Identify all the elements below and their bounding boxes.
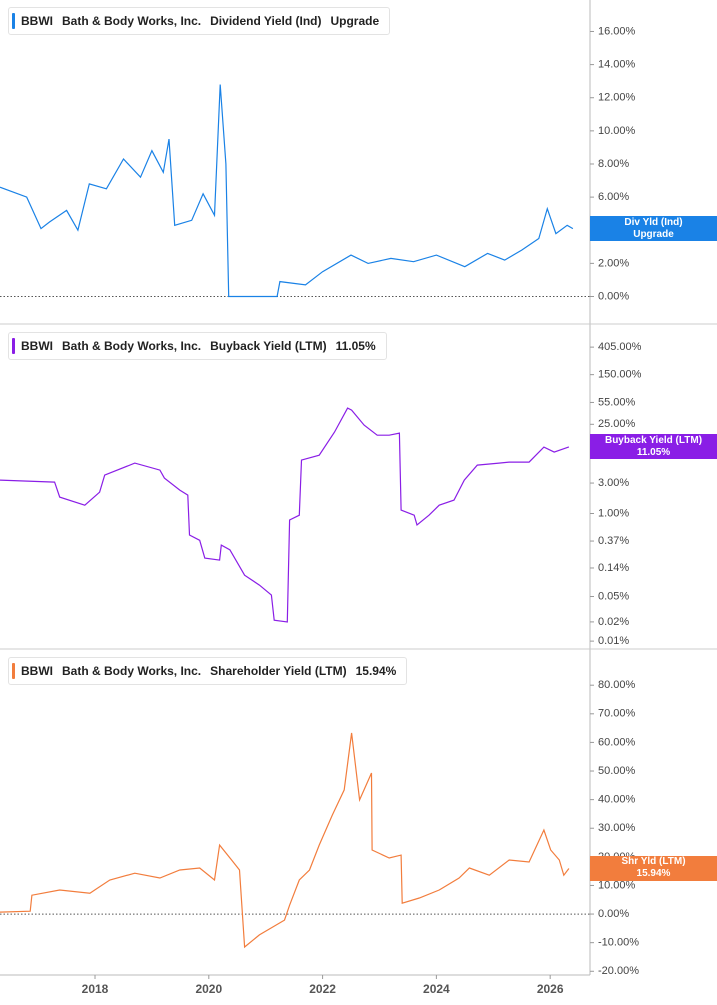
metric-value: 11.05% [335,339,376,353]
data-line [0,84,574,298]
y-tick-label: 0.14% [598,562,629,574]
x-tick-label: 2026 [537,982,564,996]
data-line [0,732,570,949]
y-tick-label: 0.05% [598,590,629,602]
x-tick-label: 2024 [423,982,450,996]
last-value-badge: Div Yld (Ind) Upgrade [590,216,717,242]
y-tick-label: 8.00% [598,158,629,170]
header-color-bar [12,13,15,29]
metric-name: Dividend Yield (Ind) [210,14,322,28]
metric-value: 15.94% [355,664,397,678]
metric-value: Upgrade [330,14,380,28]
badge-value: 15.94% [636,868,671,880]
y-tick-label: 3.00% [598,477,629,489]
y-tick-label: 25.00% [598,418,636,430]
series-header: BBWI Bath & Body Works, Inc. Dividend Yiel… [8,7,391,35]
ticker: BBWI [21,664,53,678]
badge-value: 11.05% [636,446,671,458]
y-tick-label: 6.00% [598,191,629,203]
y-tick-label: 2.00% [598,257,629,269]
x-tick-label: 2018 [82,982,109,996]
badge-name: Shr Yld (LTM) [621,856,686,868]
y-tick-label: 70.00% [598,708,636,720]
ticker: BBWI [21,339,53,353]
y-tick-label: 0.00% [598,290,629,302]
y-tick-label: 55.00% [598,396,636,408]
y-tick-label: 14.00% [598,59,636,71]
series-header: BBWI Bath & Body Works, Inc. Shareholder Y… [8,657,408,685]
header-color-bar [12,663,15,679]
metric-name: Shareholder Yield (LTM) [210,664,347,678]
y-tick-label: -20.00% [598,965,639,977]
y-tick-label: 50.00% [598,765,636,777]
y-tick-label: 60.00% [598,736,636,748]
company-name: Bath & Body Works, Inc. [62,14,202,28]
data-line [0,407,570,623]
series-header: BBWI Bath & Body Works, Inc. Buyback Yield… [8,332,387,360]
y-tick-label: 150.00% [598,369,642,381]
company-name: Bath & Body Works, Inc. [62,664,202,678]
y-tick-label: 80.00% [598,679,636,691]
badge-name: Div Yld (Ind) [624,216,683,228]
last-value-badge: Shr Yld (LTM) 15.94% [590,855,717,881]
badge-name: Buyback Yield (LTM) [604,434,703,446]
last-value-badge: Buyback Yield (LTM) 11.05% [590,434,717,460]
y-tick-label: 405.00% [598,341,642,353]
company-name: Bath & Body Works, Inc. [62,339,202,353]
y-tick-label: 16.00% [598,25,636,37]
x-tick-label: 2022 [309,982,336,996]
badge-value: Upgrade [633,228,674,240]
y-tick-label: -10.00% [598,937,639,949]
y-tick-label: 30.00% [598,822,636,834]
metric-name: Buyback Yield (LTM) [210,339,327,353]
x-tick-label: 2020 [195,982,222,996]
y-tick-label: 0.00% [598,908,629,920]
ticker: BBWI [21,14,53,28]
header-color-bar [12,338,15,354]
y-tick-label: 10.00% [598,879,636,891]
y-tick-label: 12.00% [598,92,636,104]
y-tick-label: 0.02% [598,616,629,628]
y-tick-label: 10.00% [598,125,636,137]
y-tick-label: 0.37% [598,535,629,547]
y-tick-label: 40.00% [598,794,636,806]
y-tick-label: 0.01% [598,635,629,647]
y-tick-label: 1.00% [598,507,629,519]
